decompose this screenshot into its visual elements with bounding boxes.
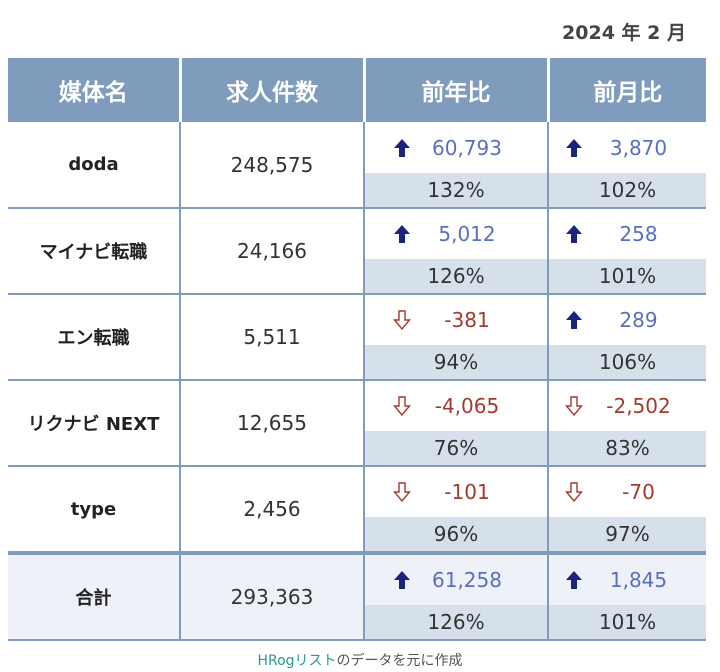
mom-change: -70 bbox=[549, 467, 706, 517]
down-arrow-icon bbox=[389, 396, 415, 416]
yoy-change: -4,065 bbox=[365, 381, 547, 431]
header-year-over-year: 前年比 bbox=[364, 58, 550, 122]
yoy-change-value: 60,793 bbox=[432, 135, 502, 160]
source-note: HRogリストのデータを元に作成 bbox=[0, 650, 720, 670]
mom-change-value: 1,845 bbox=[609, 568, 668, 592]
yoy-cell: -381 94% bbox=[364, 294, 549, 381]
yoy-cell: 60,793 132% bbox=[364, 122, 549, 209]
mom-ratio: 101% bbox=[549, 259, 706, 293]
job-count: 12,655 bbox=[180, 380, 365, 467]
yoy-change: 5,012 bbox=[365, 209, 547, 259]
job-count: 24,166 bbox=[180, 208, 365, 295]
table-header-row: 媒体名 求人件数 前年比 前月比 bbox=[8, 58, 706, 122]
up-arrow-icon bbox=[389, 570, 415, 590]
mom-ratio: 83% bbox=[549, 431, 706, 465]
down-arrow-icon bbox=[389, 310, 415, 330]
media-name: リクナビ NEXT bbox=[8, 380, 181, 467]
mom-cell: -70 97% bbox=[548, 466, 706, 554]
up-arrow-icon bbox=[389, 224, 415, 244]
mom-change: -2,502 bbox=[549, 381, 706, 431]
yoy-change: 61,258 bbox=[365, 555, 547, 605]
mom-change: 1,845 bbox=[549, 555, 706, 605]
source-brand: HRogリスト bbox=[257, 653, 337, 669]
media-name: エン転職 bbox=[8, 294, 181, 381]
yoy-change: 60,793 bbox=[365, 123, 547, 173]
table-row: エン転職 5,511 -381 94% 289 106% bbox=[8, 294, 706, 381]
media-name: 合計 bbox=[8, 551, 181, 641]
yoy-ratio: 94% bbox=[365, 345, 547, 379]
mom-ratio: 102% bbox=[549, 172, 706, 207]
mom-cell: 289 106% bbox=[548, 294, 706, 381]
up-arrow-icon bbox=[561, 310, 587, 330]
yoy-ratio: 76% bbox=[365, 431, 547, 465]
mom-ratio: 97% bbox=[549, 517, 706, 551]
yoy-change-value: -4,065 bbox=[434, 394, 500, 418]
yoy-change-value: -381 bbox=[444, 308, 490, 332]
header-job-count: 求人件数 bbox=[180, 58, 366, 122]
header-media-name: 媒体名 bbox=[8, 58, 182, 122]
yoy-ratio: 126% bbox=[365, 259, 547, 293]
source-text: のデータを元に作成 bbox=[336, 653, 463, 669]
mom-change-value: 3,870 bbox=[609, 135, 668, 160]
yoy-change-value: 61,258 bbox=[432, 568, 502, 592]
yoy-change-value: -101 bbox=[444, 480, 490, 504]
yoy-cell: 5,012 126% bbox=[364, 208, 549, 295]
yoy-cell: -101 96% bbox=[364, 466, 549, 554]
yoy-change: -101 bbox=[365, 467, 547, 517]
mom-cell: 1,845 101% bbox=[548, 551, 706, 641]
up-arrow-icon bbox=[561, 138, 587, 158]
table-row: リクナビ NEXT 12,655 -4,065 76% -2,502 83% bbox=[8, 380, 706, 467]
report-date: 2024 年 2 月 bbox=[562, 22, 686, 44]
down-arrow-icon bbox=[561, 396, 587, 416]
table-row: マイナビ転職 24,166 5,012 126% 258 101% bbox=[8, 208, 706, 295]
yoy-ratio: 126% bbox=[365, 605, 547, 639]
mom-change-value: 258 bbox=[619, 222, 658, 246]
media-name: マイナビ転職 bbox=[8, 208, 181, 295]
job-count: 5,511 bbox=[180, 294, 365, 381]
yoy-ratio: 132% bbox=[365, 172, 547, 207]
mom-change: 258 bbox=[549, 209, 706, 259]
mom-change-value: -2,502 bbox=[606, 394, 671, 418]
job-count: 248,575 bbox=[180, 122, 365, 209]
yoy-ratio: 96% bbox=[365, 517, 547, 551]
mom-change-value: -70 bbox=[622, 480, 655, 504]
mom-change: 3,870 bbox=[549, 123, 706, 173]
header-month-over-month: 前月比 bbox=[548, 58, 706, 122]
up-arrow-icon bbox=[389, 138, 415, 158]
yoy-cell: 61,258 126% bbox=[364, 551, 549, 641]
down-arrow-icon bbox=[389, 482, 415, 502]
mom-ratio: 106% bbox=[549, 345, 706, 379]
mom-ratio: 101% bbox=[549, 605, 706, 639]
up-arrow-icon bbox=[561, 570, 587, 590]
job-listing-table: 媒体名 求人件数 前年比 前月比 doda 248,575 60,793 132… bbox=[8, 58, 706, 641]
mom-change-value: 289 bbox=[619, 308, 658, 332]
yoy-change-value: 5,012 bbox=[438, 222, 496, 246]
mom-cell: -2,502 83% bbox=[548, 380, 706, 467]
media-name: doda bbox=[8, 122, 181, 209]
yoy-cell: -4,065 76% bbox=[364, 380, 549, 467]
yoy-change: -381 bbox=[365, 295, 547, 345]
media-name: type bbox=[8, 466, 181, 554]
down-arrow-icon bbox=[561, 482, 587, 502]
job-count: 2,456 bbox=[180, 466, 365, 554]
up-arrow-icon bbox=[561, 224, 587, 244]
mom-cell: 258 101% bbox=[548, 208, 706, 295]
mom-cell: 3,870 102% bbox=[548, 122, 706, 209]
table-row: type 2,456 -101 96% -70 97% bbox=[8, 466, 706, 554]
job-count: 293,363 bbox=[180, 551, 365, 641]
table-row: doda 248,575 60,793 132% 3,870 102% bbox=[8, 122, 706, 209]
table-body: doda 248,575 60,793 132% 3,870 102% マイナビ… bbox=[8, 122, 706, 641]
mom-change: 289 bbox=[549, 295, 706, 345]
table-row: 合計 293,363 61,258 126% 1,845 101% bbox=[8, 551, 706, 641]
